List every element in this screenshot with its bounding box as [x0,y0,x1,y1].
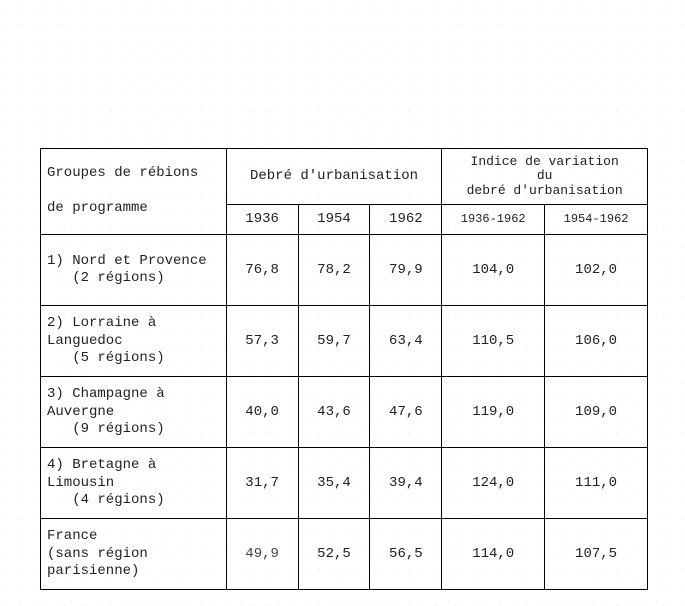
row-label-line2: (2 régions) [47,270,165,286]
header-indice-line2: du [537,168,553,183]
cell-i2: 106,0 [545,306,648,377]
cell-i1: 110,5 [442,306,545,377]
cell-v1936: 31,7 [226,448,298,519]
row-label: 3) Champagne à Auvergne (9 régions) [41,377,227,448]
header-groupes: Groupes de rébions de programme [41,149,227,235]
cell-v1954: 78,2 [298,235,370,306]
row-label-line1: 1) Nord et Provence [47,253,207,269]
cell-i2: 102,0 [545,235,648,306]
cell-v1936: 49,9 [226,519,298,590]
cell-i1: 119,0 [442,377,545,448]
header-year-1936: 1936 [226,204,298,235]
cell-v1962: 56,5 [370,519,442,590]
table-row: 2) Lorraine à Languedoc (5 régions) 57,3… [41,306,648,377]
cell-v1962: 79,9 [370,235,442,306]
row-label: 4) Bretagne à Limousin (4 régions) [41,448,227,519]
row-label-line1: 2) Lorraine à Languedoc [47,315,156,349]
cell-i2: 111,0 [545,448,648,519]
cell-v1954: 35,4 [298,448,370,519]
cell-v1954: 52,5 [298,519,370,590]
header-indice: Indice de variation du debré d'urbanisat… [442,149,648,205]
header-year-1962: 1962 [370,204,442,235]
header-degre-text: Debré d'urbanisation [250,168,418,184]
cell-v1954: 43,6 [298,377,370,448]
row-label: 2) Lorraine à Languedoc (5 régions) [41,306,227,377]
header-groupes-line2: de programme [47,200,148,216]
row-label-line1: France [47,528,97,544]
data-table: Groupes de rébions de programme Debré d'… [40,148,648,590]
row-label-line1: 3) Champagne à Auvergne [47,386,165,420]
header-indice-line3: debré d'urbanisation [467,183,623,198]
cell-v1962: 39,4 [370,448,442,519]
cell-i1: 114,0 [442,519,545,590]
header-year-1954: 1954 [298,204,370,235]
cell-v1936: 40,0 [226,377,298,448]
page: Groupes de rébions de programme Debré d'… [0,0,685,606]
row-label-line2: (4 régions) [47,492,165,508]
table-row: France (sans région parisienne) 49,9 52,… [41,519,648,590]
table-row: 3) Champagne à Auvergne (9 régions) 40,0… [41,377,648,448]
cell-v1962: 47,6 [370,377,442,448]
header-period-1: 1936-1962 [442,204,545,235]
header-degre: Debré d'urbanisation [226,149,442,205]
cell-v1962: 63,4 [370,306,442,377]
row-label-line2: (sans région parisienne) [47,546,148,580]
table-row: 4) Bretagne à Limousin (4 régions) 31,7 … [41,448,648,519]
row-label: France (sans région parisienne) [41,519,227,590]
header-indice-line1: Indice de variation [471,154,619,169]
cell-i2: 109,0 [545,377,648,448]
cell-i1: 124,0 [442,448,545,519]
row-label-line2: (5 régions) [47,350,165,366]
cell-v1954: 59,7 [298,306,370,377]
cell-v1936: 57,3 [226,306,298,377]
header-period-2: 1954-1962 [545,204,648,235]
cell-v1936: 76,8 [226,235,298,306]
table-row: 1) Nord et Provence (2 régions) 76,8 78,… [41,235,648,306]
cell-i2: 107,5 [545,519,648,590]
row-label-line2: (9 régions) [47,421,165,437]
header-groupes-line1: Groupes de rébions [47,165,198,181]
cell-i1: 104,0 [442,235,545,306]
row-label-line1: 4) Bretagne à Limousin [47,457,156,491]
row-label: 1) Nord et Provence (2 régions) [41,235,227,306]
